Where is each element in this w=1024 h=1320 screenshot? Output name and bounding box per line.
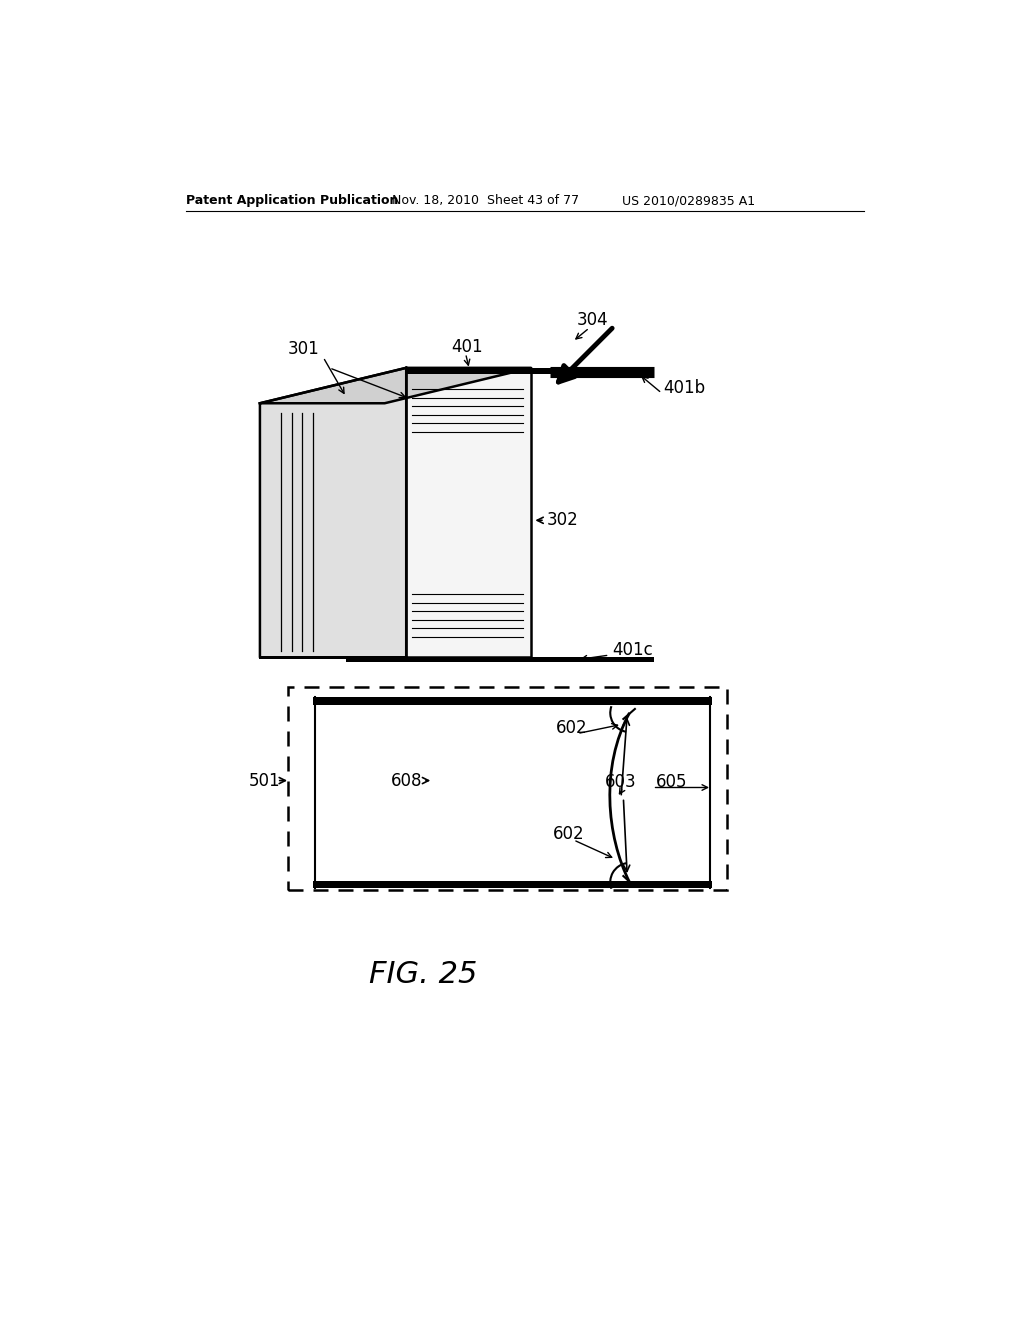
Polygon shape (260, 368, 531, 404)
Text: 603: 603 (605, 774, 637, 791)
Polygon shape (407, 368, 531, 657)
Bar (346, 656, 654, 663)
Text: 501: 501 (249, 772, 281, 789)
Text: 602: 602 (556, 719, 587, 737)
Text: 302: 302 (547, 511, 579, 529)
Text: 608: 608 (391, 772, 422, 789)
Text: 301: 301 (288, 341, 319, 358)
Text: Nov. 18, 2010  Sheet 43 of 77: Nov. 18, 2010 Sheet 43 of 77 (392, 194, 580, 207)
Text: 304: 304 (578, 312, 609, 329)
Bar (313, 880, 712, 888)
Text: 605: 605 (655, 774, 687, 791)
Text: 401: 401 (451, 338, 482, 356)
Polygon shape (260, 368, 407, 657)
Text: 401b: 401b (664, 379, 706, 397)
Bar (407, 368, 654, 374)
Text: FIG. 25: FIG. 25 (369, 960, 477, 989)
Bar (313, 697, 712, 705)
Text: US 2010/0289835 A1: US 2010/0289835 A1 (622, 194, 755, 207)
Text: Patent Application Publication: Patent Application Publication (186, 194, 398, 207)
Bar (289, 686, 727, 890)
Text: 602: 602 (553, 825, 584, 843)
Text: 401c: 401c (611, 640, 652, 659)
